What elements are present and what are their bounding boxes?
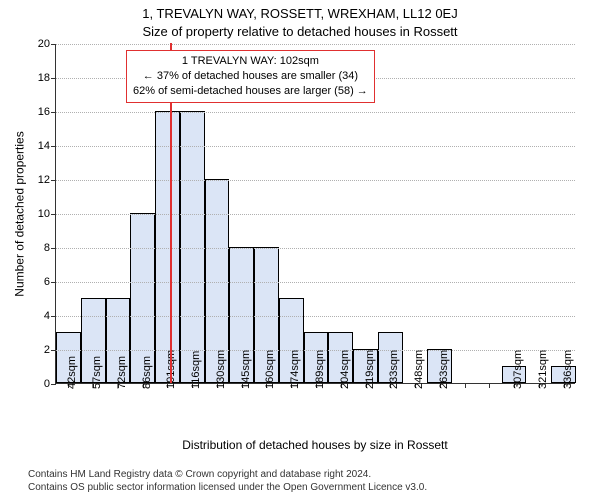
histogram-bar: [180, 111, 205, 383]
gridline: [56, 112, 575, 113]
title-address: 1, TREVALYN WAY, ROSSETT, WREXHAM, LL12 …: [0, 6, 600, 21]
ytick-mark: [51, 248, 56, 249]
ytick-label: 10: [38, 208, 50, 220]
xtick-label: 233sqm: [388, 350, 400, 389]
xtick-label: 86sqm: [141, 356, 153, 389]
gridline: [56, 214, 575, 215]
xtick-label: 336sqm: [562, 350, 574, 389]
footer-line2: Contains OS public sector information li…: [28, 482, 427, 495]
gridline: [56, 146, 575, 147]
ytick-label: 0: [44, 378, 50, 390]
xtick-mark: [465, 383, 466, 388]
annotation-line2: ← 37% of detached houses are smaller (34…: [133, 69, 368, 84]
histogram-plot: 0246810121416182042sqm57sqm72sqm86sqm101…: [55, 44, 575, 384]
ytick-label: 4: [44, 310, 50, 322]
xtick-label: 189sqm: [314, 350, 326, 389]
footer-line1: Contains HM Land Registry data © Crown c…: [28, 469, 427, 482]
ytick-mark: [51, 112, 56, 113]
ytick-label: 8: [44, 242, 50, 254]
annotation-line3: 62% of semi-detached houses are larger (…: [133, 84, 368, 99]
ytick-label: 18: [38, 72, 50, 84]
gridline: [56, 316, 575, 317]
xtick-mark: [489, 383, 490, 388]
xtick-label: 204sqm: [339, 350, 351, 389]
xtick-label: 130sqm: [215, 350, 227, 389]
x-axis-label: Distribution of detached houses by size …: [55, 438, 575, 452]
ytick-label: 20: [38, 38, 50, 50]
ytick-label: 12: [38, 174, 50, 186]
annotation-box: 1 TREVALYN WAY: 102sqm← 37% of detached …: [126, 50, 375, 103]
y-axis-label-text: Number of detached properties: [13, 131, 27, 296]
ytick-label: 16: [38, 106, 50, 118]
xtick-label: 72sqm: [116, 356, 128, 389]
ytick-mark: [51, 282, 56, 283]
ytick-label: 2: [44, 344, 50, 356]
ytick-mark: [51, 316, 56, 317]
gridline: [56, 248, 575, 249]
xtick-label: 219sqm: [364, 350, 376, 389]
title-subtitle: Size of property relative to detached ho…: [0, 24, 600, 39]
ytick-mark: [51, 384, 56, 385]
xtick-label: 42sqm: [66, 356, 78, 389]
y-axis-label: Number of detached properties: [12, 44, 28, 384]
xtick-label: 160sqm: [264, 350, 276, 389]
gridline: [56, 180, 575, 181]
xtick-label: 263sqm: [438, 350, 450, 389]
annotation-line1: 1 TREVALYN WAY: 102sqm: [133, 54, 368, 69]
xtick-label: 116sqm: [190, 351, 202, 389]
ytick-mark: [51, 350, 56, 351]
ytick-mark: [51, 214, 56, 215]
xtick-label: 145sqm: [240, 350, 252, 389]
gridline: [56, 44, 575, 45]
xtick-label: 248sqm: [413, 350, 425, 389]
histogram-bar: [155, 111, 180, 383]
xtick-label: 57sqm: [91, 356, 103, 389]
footer-attribution: Contains HM Land Registry data © Crown c…: [28, 469, 427, 494]
xtick-label: 174sqm: [289, 350, 301, 389]
xtick-label: 307sqm: [512, 350, 524, 389]
ytick-mark: [51, 78, 56, 79]
gridline: [56, 282, 575, 283]
ytick-mark: [51, 180, 56, 181]
ytick-label: 14: [38, 140, 50, 152]
ytick-mark: [51, 44, 56, 45]
ytick-label: 6: [44, 276, 50, 288]
xtick-label: 321sqm: [537, 350, 549, 389]
ytick-mark: [51, 146, 56, 147]
